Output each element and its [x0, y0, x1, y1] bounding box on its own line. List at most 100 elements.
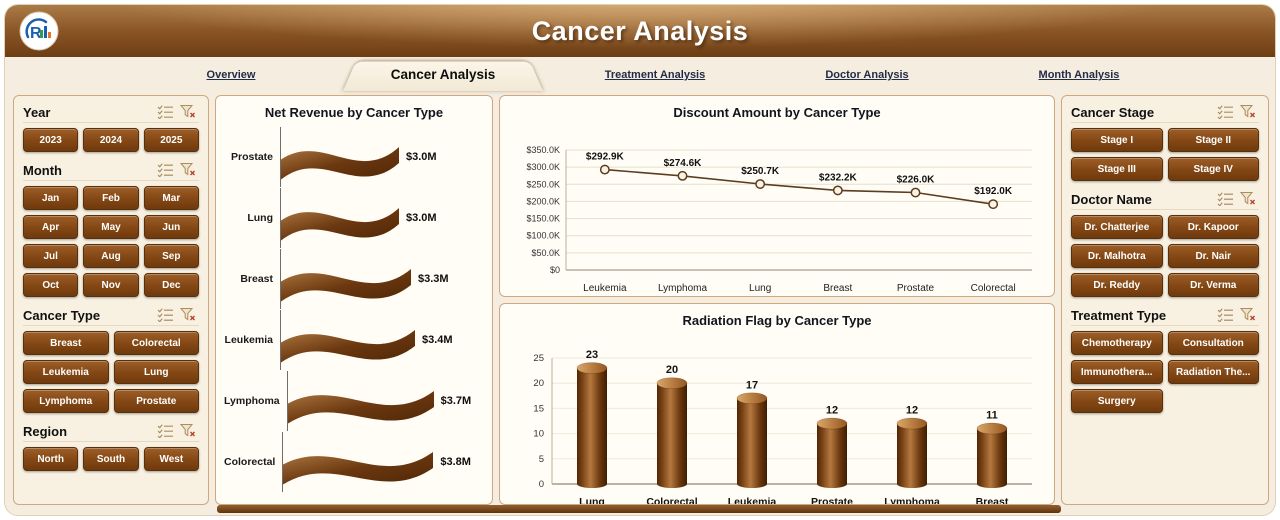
line-marker — [599, 164, 610, 175]
multiselect-icon[interactable] — [1217, 191, 1236, 207]
right-filter-panel: Cancer Stage Stage I Stage II Stage III Sta… — [1061, 95, 1269, 505]
clear-filter-icon[interactable] — [180, 104, 199, 120]
slicer-option-mar[interactable]: Mar — [143, 186, 199, 210]
funnel-plot-area: $3.4M — [280, 309, 484, 370]
chart-text: Colorectal — [646, 496, 697, 505]
chart-text: 25 — [533, 353, 544, 364]
slicer-option-stage-iv[interactable]: Stage IV — [1167, 157, 1259, 181]
slicer-option-dr-kapoor[interactable]: Dr. Kapoor — [1167, 215, 1259, 239]
slicer-option-2023[interactable]: 2023 — [23, 128, 79, 152]
slicer-option-consultation[interactable]: Consultation — [1167, 331, 1259, 355]
chart-text: 20 — [666, 364, 678, 376]
chart-text: $100.0K — [526, 231, 560, 241]
net-revenue-panel: Net Revenue by Cancer Type Prostate $3.0M… — [215, 95, 493, 505]
bar-chart-svg: 0 5 10 15 20 25 23 Lung 20 Colorectal 17 Leukemia 12… — [533, 349, 1032, 505]
funnel-plot-area: $3.0M — [280, 187, 484, 248]
slicer-option-stage-i[interactable]: Stage I — [1071, 128, 1163, 152]
region-slicer-title: Region — [23, 423, 68, 439]
funnel-category-label: Leukemia — [224, 333, 273, 346]
tab-bar: Overview Cancer Analysis Treatment Analy… — [5, 57, 1275, 91]
clear-filter-icon[interactable] — [180, 423, 199, 439]
clear-filter-icon[interactable] — [1240, 104, 1259, 120]
tab-treatment-analysis[interactable]: Treatment Analysis — [604, 69, 706, 81]
treatment-type-slicer-title: Treatment Type — [1071, 307, 1167, 323]
slicer-option-dec[interactable]: Dec — [143, 273, 199, 297]
slicer-icons — [1217, 191, 1259, 207]
slicer-option-dr-verma[interactable]: Dr. Verma — [1167, 273, 1259, 297]
slicer-option-stage-ii[interactable]: Stage II — [1167, 128, 1259, 152]
slicer-option-dr-nair[interactable]: Dr. Nair — [1167, 244, 1259, 268]
slicer-option-south[interactable]: South — [83, 447, 139, 471]
slicer-option-chemotherapy[interactable]: Chemotherapy — [1071, 331, 1163, 355]
chart-text: $226.0K — [897, 175, 936, 186]
cancer-stage-slicer: Cancer Stage Stage I Stage II Stage III Sta… — [1071, 104, 1259, 181]
slicer-option-jul[interactable]: Jul — [23, 244, 79, 268]
slicer-option-apr[interactable]: Apr — [23, 215, 79, 239]
multiselect-icon[interactable] — [157, 423, 176, 439]
slicer-option-surgery[interactable]: Surgery — [1071, 389, 1163, 413]
multiselect-icon[interactable] — [1217, 307, 1236, 323]
clear-filter-icon[interactable] — [180, 307, 199, 323]
treatment-type-slicer: Treatment Type Chemotherapy Consultation I… — [1071, 307, 1259, 413]
multiselect-icon[interactable] — [1217, 104, 1236, 120]
chart-text: 15 — [533, 403, 544, 414]
slicer-option-breast[interactable]: Breast — [23, 331, 109, 355]
month-slicer-title: Month — [23, 162, 62, 178]
slicer-option-colorectal[interactable]: Colorectal — [113, 331, 199, 355]
funnel-value-label: $3.4M — [422, 333, 453, 346]
slicer-option-2024[interactable]: 2024 — [83, 128, 139, 152]
line-marker — [755, 179, 766, 189]
funnel-category-label: Prostate — [230, 150, 273, 163]
clear-filter-icon[interactable] — [180, 162, 199, 178]
clear-filter-icon[interactable] — [1240, 191, 1259, 207]
slicer-option-sep[interactable]: Sep — [143, 244, 199, 268]
slicer-option-stage-iii[interactable]: Stage III — [1071, 157, 1163, 181]
funnel-value-label: $3.0M — [406, 211, 437, 224]
slicer-option-aug[interactable]: Aug — [83, 244, 139, 268]
tab-doctor-analysis[interactable]: Doctor Analysis — [825, 69, 909, 81]
slicer-option-dr-chatterjee[interactable]: Dr. Chatterjee — [1071, 215, 1163, 239]
cancer-stage-slicer-header: Cancer Stage — [1071, 104, 1259, 123]
multiselect-icon[interactable] — [157, 307, 176, 323]
funnel-category-label: Lung — [247, 211, 273, 224]
slicer-option-oct[interactable]: Oct — [23, 273, 79, 297]
multiselect-icon[interactable] — [157, 104, 176, 120]
chart-text: 12 — [906, 405, 918, 417]
bottom-bar — [217, 505, 1061, 513]
funnel-row: Leukemia $3.4M — [224, 309, 484, 370]
slicer-option-lymphoma[interactable]: Lymphoma — [23, 389, 109, 413]
funnel-plot-area: $3.3M — [280, 248, 484, 309]
slicer-option-prostate[interactable]: Prostate — [113, 389, 199, 413]
slicer-option-jan[interactable]: Jan — [23, 186, 79, 210]
slicer-option-north[interactable]: North — [23, 447, 79, 471]
slicer-option-immunothera[interactable]: Immunothera... — [1071, 360, 1163, 384]
funnel-row: Colorectal $3.8M — [224, 431, 484, 492]
slicer-option-may[interactable]: May — [83, 215, 139, 239]
slicer-option-west[interactable]: West — [143, 447, 199, 471]
multiselect-icon[interactable] — [157, 162, 176, 178]
cylinder-bar — [976, 422, 1008, 488]
chart-text: Breast — [976, 496, 1009, 505]
slicer-option-2025[interactable]: 2025 — [143, 128, 199, 152]
tab-overview[interactable]: Overview — [206, 69, 256, 81]
slicer-option-radiation-the[interactable]: Radiation The... — [1167, 360, 1259, 384]
cancer-type-slicer: Cancer Type Breast Colorectal Leukemia Lung… — [23, 307, 199, 413]
slicer-option-lung[interactable]: Lung — [113, 360, 199, 384]
slicer-option-dr-reddy[interactable]: Dr. Reddy — [1071, 273, 1163, 297]
slicer-option-jun[interactable]: Jun — [143, 215, 199, 239]
discount-amount-panel: Discount Amount by Cancer Type $0 $50.0K $… — [499, 95, 1055, 297]
chart-text: $292.9K — [586, 152, 625, 163]
chart-text: 12 — [826, 405, 838, 417]
content-area: Year 2023 2024 2025 Month Jan Feb Mar Apr May J… — [5, 91, 1275, 515]
discount-chart-title: Discount Amount by Cancer Type — [673, 105, 881, 120]
year-slicer: Year 2023 2024 2025 — [23, 104, 199, 152]
slicer-option-dr-malhotra[interactable]: Dr. Malhotra — [1071, 244, 1163, 268]
clear-filter-icon[interactable] — [1240, 307, 1259, 323]
slicer-option-leukemia[interactable]: Leukemia — [23, 360, 109, 384]
tab-cancer-analysis[interactable]: Cancer Analysis — [343, 57, 543, 91]
tab-month-analysis[interactable]: Month Analysis — [1038, 69, 1120, 81]
funnel-plot-area: $3.7M — [286, 370, 484, 431]
chart-text: Lymphoma — [658, 283, 708, 294]
slicer-option-feb[interactable]: Feb — [83, 186, 139, 210]
slicer-option-nov[interactable]: Nov — [83, 273, 139, 297]
